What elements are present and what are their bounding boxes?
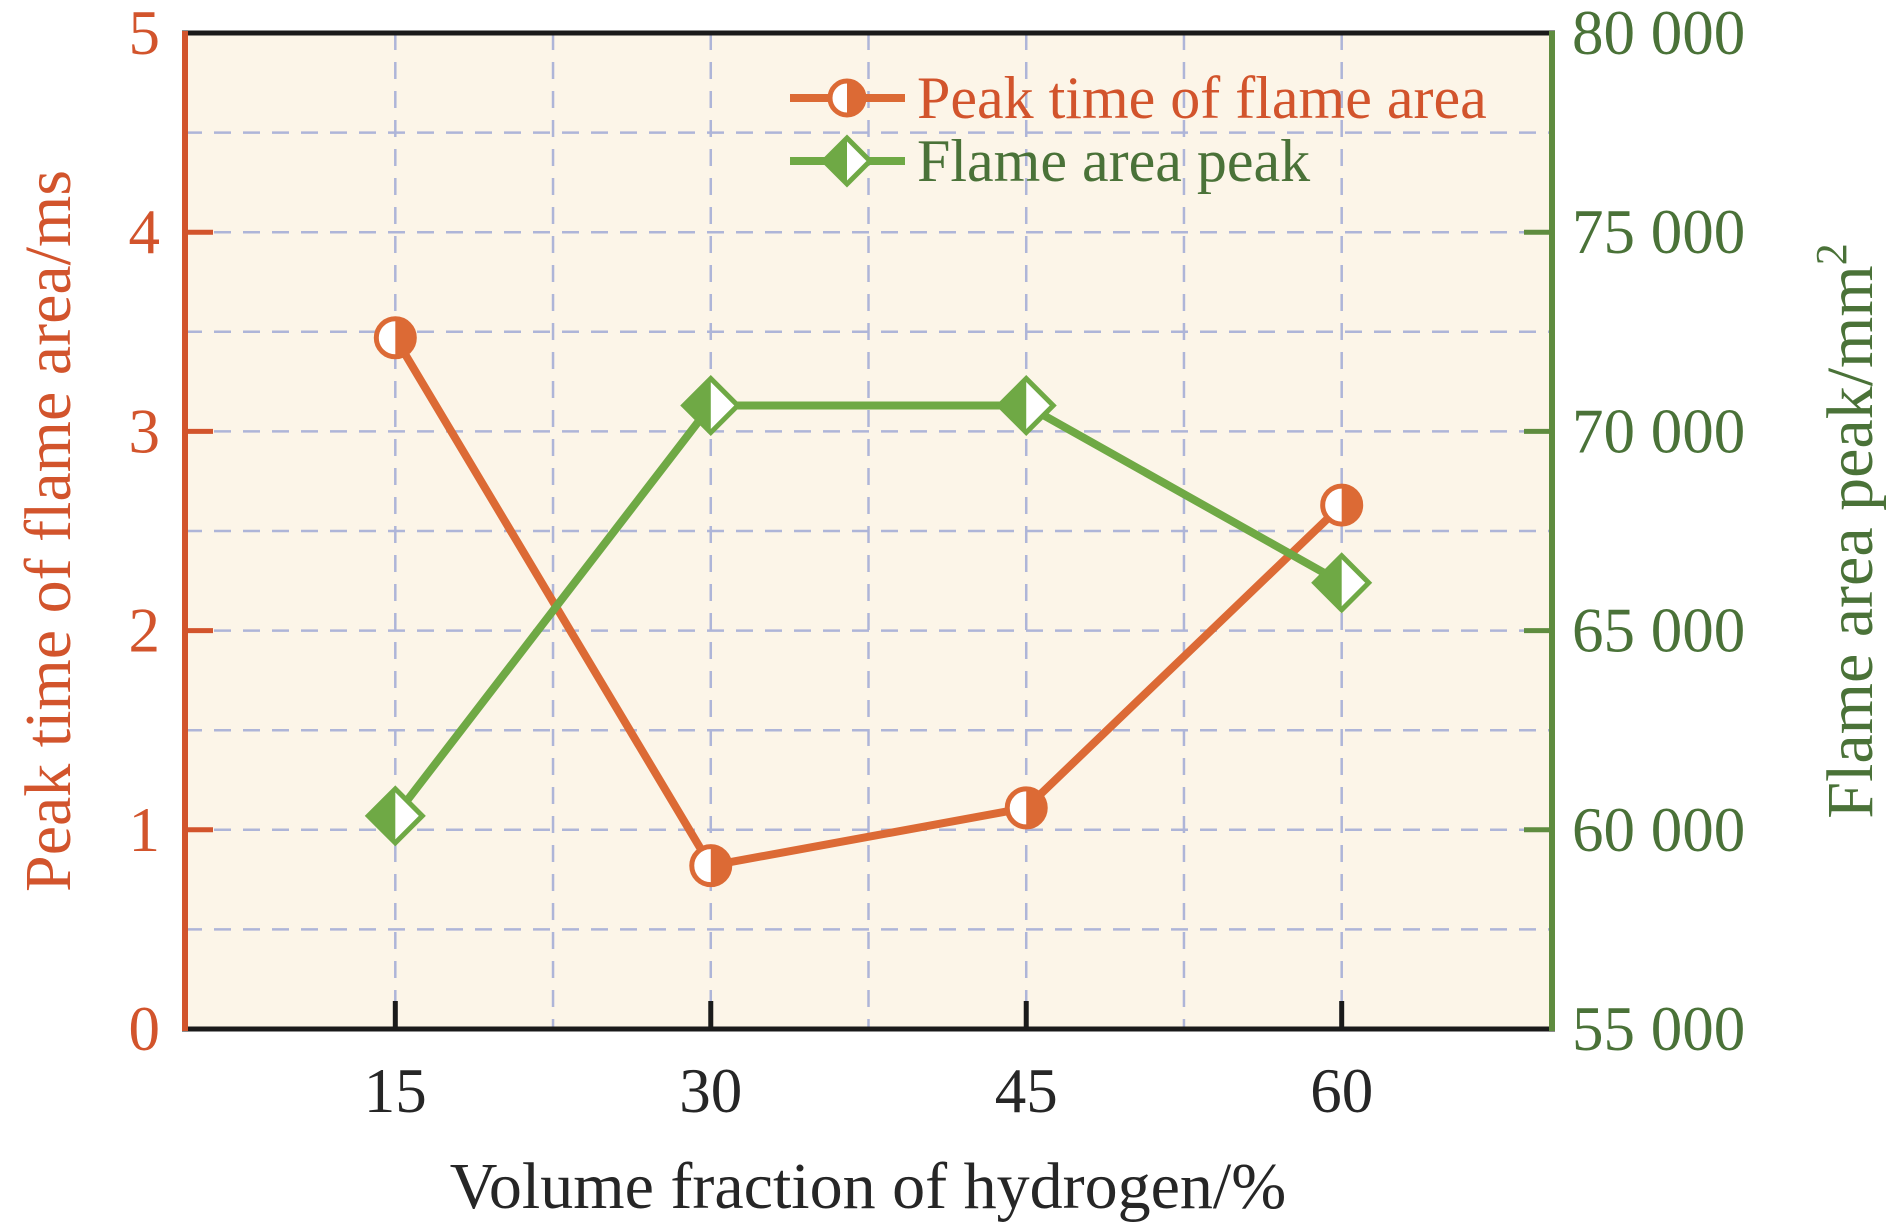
right-tick-label: 55 000 (1572, 994, 1745, 1064)
x-tick-label: 45 (995, 1056, 1058, 1126)
data-point-peak-time (689, 844, 733, 888)
right-tick-label: 70 000 (1572, 396, 1745, 466)
axis-titles: Peak time of flame area/ms Volume fracti… (12, 170, 1887, 1223)
left-tick-label: 5 (129, 0, 161, 68)
left-tick-label: 0 (129, 994, 161, 1064)
axis-ticks (187, 229, 1550, 1027)
diamond-marker-left-half (683, 378, 711, 433)
circle-marker-right-half (1341, 486, 1361, 525)
left-axis-title: Peak time of flame area/ms (12, 170, 85, 892)
right-tick-label: 65 000 (1572, 596, 1745, 666)
series-line-flame-area-peak (391, 401, 1346, 820)
circle-marker-right-half (710, 846, 730, 885)
left-tick-label: 1 (129, 795, 161, 865)
data-point-flame-area-peak (1311, 552, 1373, 614)
legend-label-flame-area-peak: Flame area peak (917, 128, 1310, 194)
data-point-flame-area-peak (364, 785, 426, 847)
right-axis-title: Flame area peak/mm2 (1807, 243, 1887, 818)
data-point-peak-time (1320, 483, 1364, 527)
data-point-peak-time (373, 316, 417, 360)
data-point-flame-area-peak (680, 374, 742, 437)
axis-spines (182, 30, 1555, 1032)
circle-marker-right-half (395, 318, 415, 357)
x-axis-title: Volume fraction of hydrogen/% (450, 1150, 1286, 1223)
diamond-marker-left-half (1314, 555, 1342, 610)
x-tick-label: 60 (1310, 1056, 1373, 1126)
legend-sample-flame-area-peak (790, 134, 905, 188)
data-series (364, 316, 1373, 888)
diamond-marker-left-half (824, 138, 847, 184)
circle-marker-right-half (847, 81, 864, 115)
right-tick-label: 80 000 (1572, 0, 1745, 68)
right-tick-label: 75 000 (1572, 197, 1745, 267)
legend-sample-peak-time (790, 78, 905, 118)
x-tick-label: 15 (364, 1056, 427, 1126)
left-tick-label: 3 (129, 396, 161, 466)
legend-marker-samples (790, 78, 905, 188)
diamond-marker-left-half (368, 788, 396, 843)
series-line-peak-time (391, 333, 1346, 871)
left-tick-label: 2 (129, 596, 161, 666)
legend: Peak time of flame area Flame area peak (790, 65, 1487, 194)
left-tick-label: 4 (129, 197, 161, 267)
gridlines (185, 33, 1552, 1029)
circle-marker-right-half (1026, 788, 1046, 827)
x-tick-label: 30 (679, 1056, 742, 1126)
legend-label-peak-time: Peak time of flame area (917, 65, 1487, 131)
data-point-flame-area-peak (995, 374, 1057, 437)
right-tick-label: 60 000 (1572, 795, 1745, 865)
diamond-marker-left-half (999, 378, 1027, 433)
data-point-peak-time (1004, 786, 1048, 830)
